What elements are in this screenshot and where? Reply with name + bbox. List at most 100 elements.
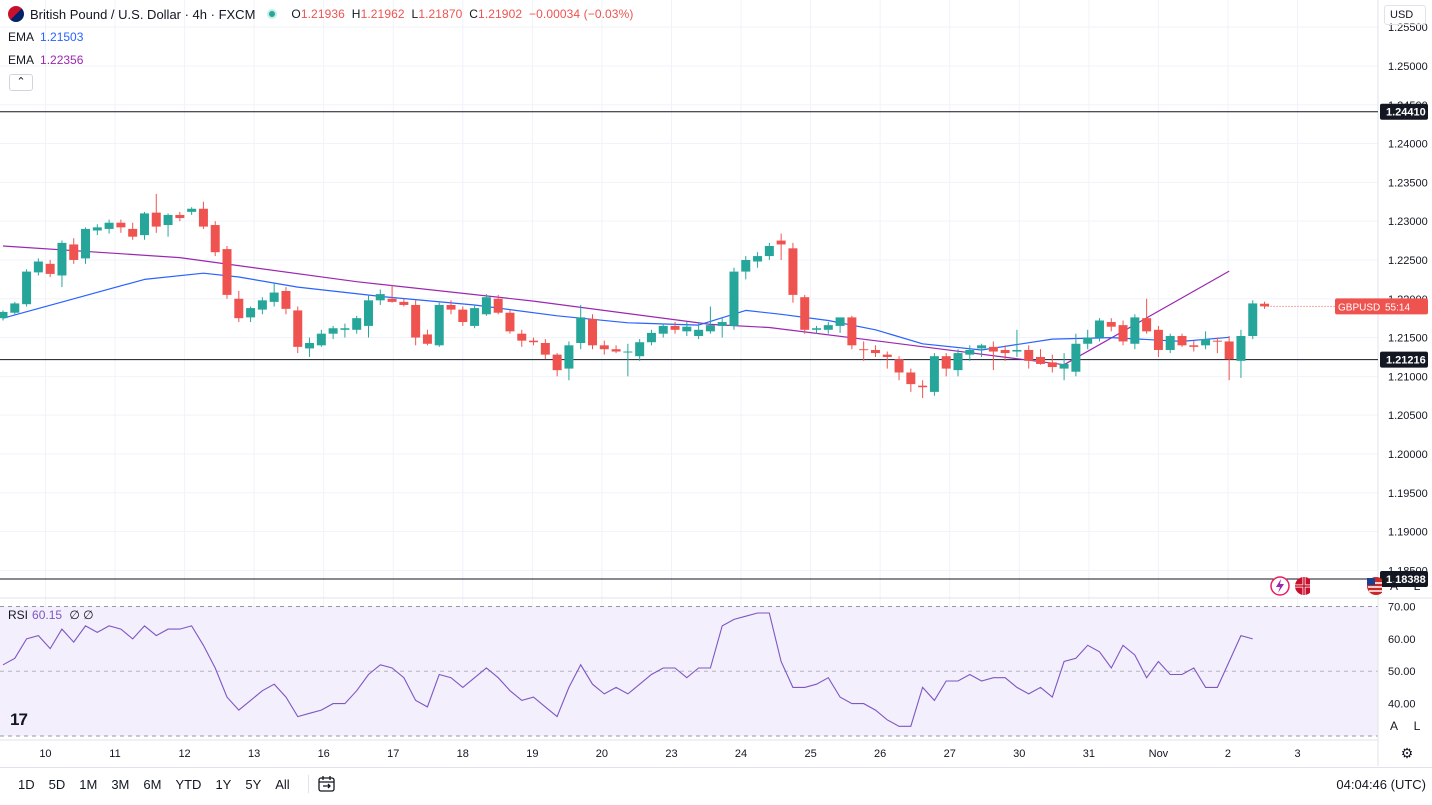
candle-body — [705, 325, 715, 332]
time-tick-label: 11 — [109, 748, 120, 760]
tradingview-logo[interactable]: 17 — [10, 710, 28, 729]
time-tick-label: 31 — [1083, 748, 1095, 760]
log-scale-button[interactable]: L — [1413, 579, 1421, 593]
candle-body — [1000, 349, 1010, 354]
candle-body — [776, 240, 786, 245]
ema-slow-legend[interactable]: EMA 1.22356 — [8, 53, 84, 67]
candle-body — [33, 261, 43, 273]
range-button-1y[interactable]: 1Y — [215, 776, 232, 792]
time-tick-label: 10 — [39, 748, 51, 760]
candle-body — [1071, 343, 1081, 372]
candle-body — [576, 317, 586, 343]
candle-body — [658, 325, 668, 334]
level-price-label: 1.21216 — [1386, 355, 1426, 367]
ema-fast-value: 1.21503 — [40, 30, 84, 44]
utc-clock[interactable]: 04:04:46 (UTC) — [1336, 777, 1426, 792]
candle-body — [611, 349, 621, 352]
price-tick-label: 1.19500 — [1388, 488, 1428, 500]
candle-body — [635, 342, 645, 357]
price-tick-label: 1.23500 — [1388, 177, 1428, 189]
candle-body — [823, 325, 833, 330]
rsi-log-scale-button[interactable]: L — [1413, 719, 1421, 733]
candle-body — [1036, 356, 1046, 364]
last-price-countdown: 55:14 — [1385, 302, 1410, 313]
candle-body — [493, 298, 503, 313]
rsi-auto-scale-button[interactable]: A — [1389, 719, 1398, 733]
rsi-legend[interactable]: RSI 60.15 ∅ ∅ — [8, 608, 94, 622]
candle-body — [92, 227, 102, 231]
candle-body — [210, 225, 220, 253]
candle-body — [1047, 362, 1057, 368]
range-button-5y[interactable]: 5Y — [245, 776, 262, 792]
candle-body — [929, 356, 939, 392]
candle-body — [717, 322, 727, 326]
candle-body — [151, 212, 161, 227]
ohlc-values: O1.21936 H1.21962 L1.21870 C1.21902 −0.0… — [291, 7, 634, 21]
calendar-range-icon[interactable] — [317, 775, 337, 793]
candle-body — [529, 340, 539, 343]
rsi-tick-label: 50.00 — [1388, 666, 1416, 678]
candle-body — [22, 271, 32, 305]
candle-body — [1248, 303, 1258, 337]
candle-body — [363, 300, 373, 326]
us-flag-icon[interactable] — [1366, 576, 1382, 596]
price-tick-label: 1.21500 — [1388, 333, 1428, 345]
level-price-tag — [1380, 351, 1428, 368]
time-tick-label: 20 — [596, 748, 608, 760]
range-button-1m[interactable]: 1M — [79, 776, 98, 792]
range-button-6m[interactable]: 6M — [143, 776, 162, 792]
candle-body — [69, 244, 79, 260]
candle-body — [599, 345, 609, 350]
candle-body — [729, 271, 739, 326]
range-button-5d[interactable]: 5D — [48, 776, 66, 792]
price-tick-label: 1.20500 — [1388, 410, 1428, 422]
candle-body — [375, 294, 385, 301]
candle-body — [1201, 339, 1211, 346]
time-range-group: 1D 5D 1M 3M 6M YTD 1Y 5Y All — [8, 777, 294, 792]
candle-body — [1236, 336, 1246, 361]
candle-body — [470, 308, 480, 326]
candle-body — [198, 208, 208, 227]
range-button-ytd[interactable]: YTD — [175, 776, 202, 792]
candle-body — [1142, 318, 1152, 332]
time-tick-label: 19 — [526, 748, 538, 760]
candle-body — [246, 308, 256, 318]
candle-body — [316, 333, 326, 346]
candle-body — [411, 304, 421, 338]
time-tick-label: 24 — [735, 748, 747, 760]
candle-body — [328, 328, 338, 334]
time-tick-label: 12 — [178, 748, 190, 760]
rsi-line — [2, 612, 1253, 727]
candle-body — [988, 346, 998, 352]
rsi-tick-label: 70.00 — [1388, 601, 1416, 613]
candle-body — [175, 214, 185, 219]
collapse-legend-button[interactable]: ⌃ — [9, 74, 33, 91]
candle-body — [81, 228, 91, 259]
candle-body — [10, 303, 20, 313]
range-button-all[interactable]: All — [275, 776, 290, 792]
ema-fast-legend[interactable]: EMA 1.21503 — [8, 30, 84, 44]
time-tick-label: 25 — [804, 748, 816, 760]
range-button-1d[interactable]: 1D — [18, 776, 35, 792]
event-icons[interactable] — [1270, 576, 1310, 596]
range-button-3m[interactable]: 3M — [111, 776, 130, 792]
symbol-title[interactable]: British Pound / U.S. Dollar · 4h · FXCM — [30, 6, 256, 22]
time-tick-label: 16 — [318, 748, 330, 760]
auto-scale-button[interactable]: A — [1389, 579, 1398, 593]
candle-body — [1024, 349, 1034, 361]
lightning-icon — [1276, 579, 1284, 593]
price-tick-label: 1.21000 — [1388, 371, 1428, 383]
candle-body — [835, 317, 845, 326]
candle-body — [859, 349, 869, 351]
candle-body — [670, 325, 680, 330]
gbpusd-flag-icon — [8, 6, 24, 22]
currency-selector[interactable]: USD — [1384, 5, 1426, 25]
candle-body — [1224, 341, 1234, 360]
candle-body — [588, 318, 597, 346]
candle-body — [257, 300, 267, 310]
candle-body — [45, 263, 55, 274]
candle-body — [305, 342, 315, 349]
settings-gear-icon[interactable]: ⚙ — [1400, 745, 1414, 761]
